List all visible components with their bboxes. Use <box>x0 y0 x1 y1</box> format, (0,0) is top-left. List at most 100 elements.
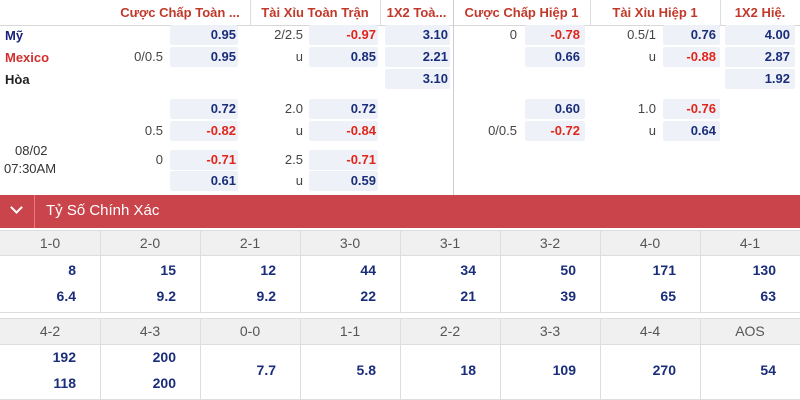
cell-divider <box>100 318 101 400</box>
odds-value[interactable]: 0.60 <box>554 101 580 116</box>
score-odds[interactable]: 63 <box>760 288 776 304</box>
column-header: 1X2 Hiệ. <box>734 5 786 20</box>
odds-value[interactable]: 0.95 <box>210 27 236 42</box>
line-value: 2.5 <box>284 152 303 167</box>
score-odds[interactable]: 22 <box>360 288 376 304</box>
odds-box <box>170 99 238 119</box>
score-odds[interactable]: 9.2 <box>256 288 276 304</box>
score-odds[interactable]: 12 <box>260 262 276 278</box>
odds-value[interactable]: -0.76 <box>686 101 716 116</box>
score-odds[interactable]: 200 <box>152 349 176 365</box>
line-value: 0.5/1 <box>627 27 656 42</box>
score-odds[interactable]: 44 <box>360 262 376 278</box>
cell-divider <box>400 318 401 400</box>
divider <box>720 0 721 26</box>
cell-divider <box>600 230 601 313</box>
score-odds[interactable]: 7.7 <box>256 362 276 378</box>
odds-value[interactable]: -0.97 <box>346 27 376 42</box>
odds-box <box>309 150 378 170</box>
odds-value[interactable]: 0.95 <box>210 49 236 64</box>
score-odds[interactable]: 118 <box>53 375 76 391</box>
odds-value[interactable]: 3.10 <box>422 27 448 42</box>
line-value: 0/0.5 <box>488 123 517 138</box>
score-label: 3-1 <box>439 235 461 251</box>
section-divider <box>34 195 35 228</box>
odds-box <box>725 47 795 67</box>
column-header: Tài Xỉu Hiệp 1 <box>612 5 698 20</box>
score-odds[interactable]: 9.2 <box>156 288 176 304</box>
odds-box <box>309 171 378 191</box>
odds-value[interactable]: -0.82 <box>206 123 236 138</box>
odds-value[interactable]: -0.88 <box>686 49 716 64</box>
odds-box <box>309 99 378 119</box>
line-value: 0 <box>509 27 517 42</box>
odds-value[interactable]: 0.85 <box>350 49 376 64</box>
odds-value[interactable]: 2.21 <box>422 49 448 64</box>
odds-value[interactable]: 0.64 <box>690 123 716 138</box>
score-odds[interactable]: 34 <box>460 262 476 278</box>
score-odds[interactable]: 192 <box>52 349 76 365</box>
score-odds[interactable]: 8 <box>68 262 76 278</box>
odds-box <box>725 69 795 89</box>
odds-value[interactable]: 0.72 <box>210 101 236 116</box>
score-odds[interactable]: 171 <box>652 262 676 278</box>
score-odds[interactable]: 54 <box>760 362 776 378</box>
score-odds[interactable]: 200 <box>152 375 176 391</box>
divider <box>380 0 381 26</box>
score-odds[interactable]: 15 <box>160 262 176 278</box>
odds-value[interactable]: -0.72 <box>550 123 580 138</box>
odds-value[interactable]: 0.59 <box>350 173 376 188</box>
odds-value[interactable]: 1.92 <box>764 71 790 86</box>
odds-value[interactable]: -0.84 <box>346 123 376 138</box>
odds-box <box>170 121 238 141</box>
line-value: 0.5 <box>144 123 163 138</box>
score-odds[interactable]: 50 <box>560 262 576 278</box>
line-value: u <box>295 49 303 64</box>
odds-value[interactable]: -0.78 <box>550 27 580 42</box>
score-odds[interactable]: 130 <box>752 262 776 278</box>
score-odds[interactable]: 18 <box>460 362 476 378</box>
cell-divider <box>200 318 201 400</box>
score-label: AOS <box>735 323 765 339</box>
odds-value[interactable]: -0.71 <box>206 152 236 167</box>
column-header: 1X2 Toà... <box>386 5 447 20</box>
column-header: Cược Chấp Toàn ... <box>120 5 240 20</box>
score-odds[interactable]: 109 <box>552 362 576 378</box>
cell-divider <box>400 230 401 313</box>
score-label: 4-3 <box>139 323 161 339</box>
odds-value[interactable]: 0.66 <box>554 49 580 64</box>
score-odds[interactable]: 5.8 <box>356 362 376 378</box>
odds-value[interactable]: 0.72 <box>350 101 376 116</box>
cell-divider <box>300 318 301 400</box>
team-name: Mexico <box>5 50 50 65</box>
odds-box <box>170 171 238 191</box>
odds-value[interactable]: 4.00 <box>764 27 790 42</box>
cell-divider <box>100 230 101 313</box>
score-odds[interactable]: 270 <box>652 362 676 378</box>
odds-value[interactable]: 0.76 <box>690 27 716 42</box>
score-odds[interactable]: 39 <box>560 288 576 304</box>
score-odds[interactable]: 21 <box>460 288 476 304</box>
odds-value[interactable]: -0.71 <box>346 152 376 167</box>
score-label: 3-0 <box>339 235 361 251</box>
line-value: u <box>648 49 656 64</box>
cell-divider <box>600 318 601 400</box>
match-time: 07:30AM <box>4 161 57 176</box>
column-header: Tài Xỉu Toàn Trận <box>261 5 369 20</box>
odds-box <box>663 47 720 67</box>
odds-value[interactable]: 0.61 <box>210 173 236 188</box>
score-label: 4-0 <box>639 235 661 251</box>
score-label: 4-2 <box>39 323 61 339</box>
odds-box <box>525 47 585 67</box>
odds-value[interactable]: 2.87 <box>764 49 790 64</box>
odds-value[interactable]: 3.10 <box>422 71 448 86</box>
cell-divider <box>300 230 301 313</box>
odds-box <box>525 99 585 119</box>
odds-box <box>385 47 450 67</box>
team-name: Hòa <box>5 72 30 87</box>
section-title[interactable]: Tỷ Số Chính Xác <box>46 202 160 219</box>
score-odds[interactable]: 6.4 <box>56 288 76 304</box>
odds-box <box>663 121 720 141</box>
score-odds[interactable]: 65 <box>660 288 676 304</box>
line-value: u <box>648 123 656 138</box>
